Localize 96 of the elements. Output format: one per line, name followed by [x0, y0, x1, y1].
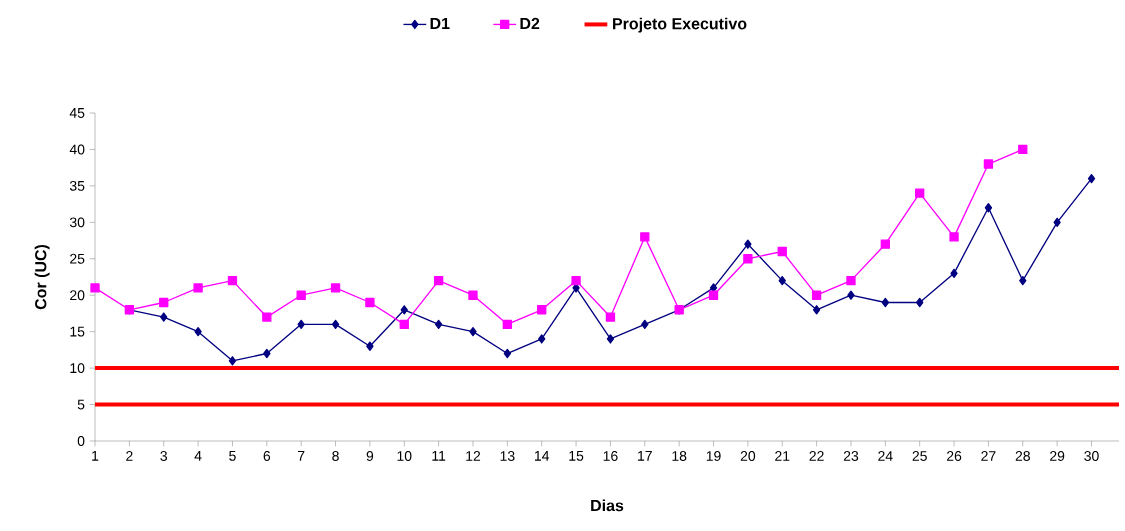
y-tick-label: 45: [69, 108, 85, 118]
y-tick-label: 30: [69, 217, 85, 228]
point: [228, 356, 237, 366]
point: [778, 275, 786, 286]
x-tick-label: 8: [332, 451, 339, 461]
y-tick-label: 15: [70, 326, 85, 337]
x-tick-label: 17: [638, 451, 652, 461]
x-tick-label: 27: [981, 451, 996, 461]
point: [330, 283, 341, 293]
x-tick-label: 16: [603, 451, 618, 461]
point: [1053, 217, 1061, 227]
point: [881, 297, 890, 308]
x-tick-label: 1: [92, 451, 99, 461]
y-tick-label: 40: [69, 144, 85, 155]
y-tick-label: 35: [69, 180, 85, 191]
point: [984, 203, 993, 213]
x-tick-label: 9: [366, 451, 374, 461]
point: [399, 319, 409, 330]
point: [950, 268, 958, 279]
point: [915, 188, 925, 198]
x-tick-label: 30: [1084, 451, 1099, 461]
x-tick-label: 11: [432, 451, 446, 461]
x-tick-label: 14: [535, 451, 550, 461]
x-axis-title: Dias: [591, 499, 624, 512]
y-tick-label: 10: [70, 363, 85, 374]
point: [916, 297, 924, 308]
point: [880, 239, 890, 249]
y-tick-label: 5: [77, 399, 85, 410]
x-tick-label: 15: [569, 451, 584, 461]
point: [159, 297, 169, 308]
x-tick-label: 12: [466, 451, 481, 461]
point: [263, 348, 271, 359]
x-tick-label: 28: [1015, 451, 1030, 461]
point: [1018, 144, 1028, 155]
point: [949, 232, 959, 242]
point: [708, 290, 719, 300]
point: [1019, 275, 1027, 286]
point: [606, 334, 615, 344]
x-tick-label: 20: [740, 451, 756, 461]
point: [433, 275, 444, 286]
point: [193, 283, 203, 293]
x-tick-label: 3: [160, 451, 168, 461]
point: [194, 326, 202, 337]
y-tick-label: 0: [77, 436, 85, 446]
point: [502, 319, 513, 330]
point: [227, 275, 238, 286]
point: [743, 254, 753, 264]
x-tick-label: 2: [126, 451, 133, 461]
point: [640, 232, 650, 242]
x-tick-label: 23: [843, 451, 859, 461]
point: [503, 348, 512, 359]
point: [434, 319, 443, 330]
x-tick-label: 13: [500, 451, 515, 461]
y-axis-title: Cor (UC): [34, 244, 50, 310]
x-tick-label: 6: [263, 451, 271, 461]
point: [777, 246, 787, 257]
point: [983, 159, 994, 169]
point: [366, 341, 374, 351]
x-tick-label: 7: [298, 451, 305, 461]
x-tick-label: 25: [912, 451, 927, 461]
point: [811, 290, 822, 300]
x-tick-label: 18: [672, 451, 687, 461]
point: [812, 305, 821, 315]
point: [641, 319, 649, 330]
point: [847, 290, 855, 300]
point: [365, 297, 375, 308]
point: [90, 283, 100, 293]
point: [1087, 173, 1096, 184]
x-tick-label: 22: [809, 451, 824, 461]
x-tick-label: 29: [1050, 451, 1065, 461]
legend-label: Projeto Executivo: [613, 17, 747, 33]
point: [160, 312, 168, 322]
point: [469, 326, 477, 337]
x-tick-label: 19: [706, 451, 721, 461]
point: [846, 275, 856, 286]
point: [605, 312, 616, 322]
point: [296, 290, 306, 300]
point: [571, 275, 581, 286]
point: [468, 290, 478, 300]
x-tick-label: 5: [229, 451, 236, 461]
x-tick-label: 21: [775, 451, 790, 461]
point: [538, 334, 546, 344]
y-tick-label: 25: [70, 253, 85, 264]
x-tick-label: 24: [878, 451, 893, 461]
x-tick-label: 10: [397, 451, 412, 461]
point: [744, 239, 752, 249]
x-tick-label: 4: [194, 451, 202, 461]
x-tick-label: 26: [946, 451, 962, 461]
point: [331, 319, 340, 330]
y-tick-label: 20: [70, 290, 85, 301]
point: [297, 319, 305, 330]
point: [262, 312, 272, 322]
legend-label: D1: [430, 17, 450, 29]
point: [400, 305, 408, 315]
legend-label: D2: [520, 17, 540, 30]
point: [537, 305, 547, 315]
